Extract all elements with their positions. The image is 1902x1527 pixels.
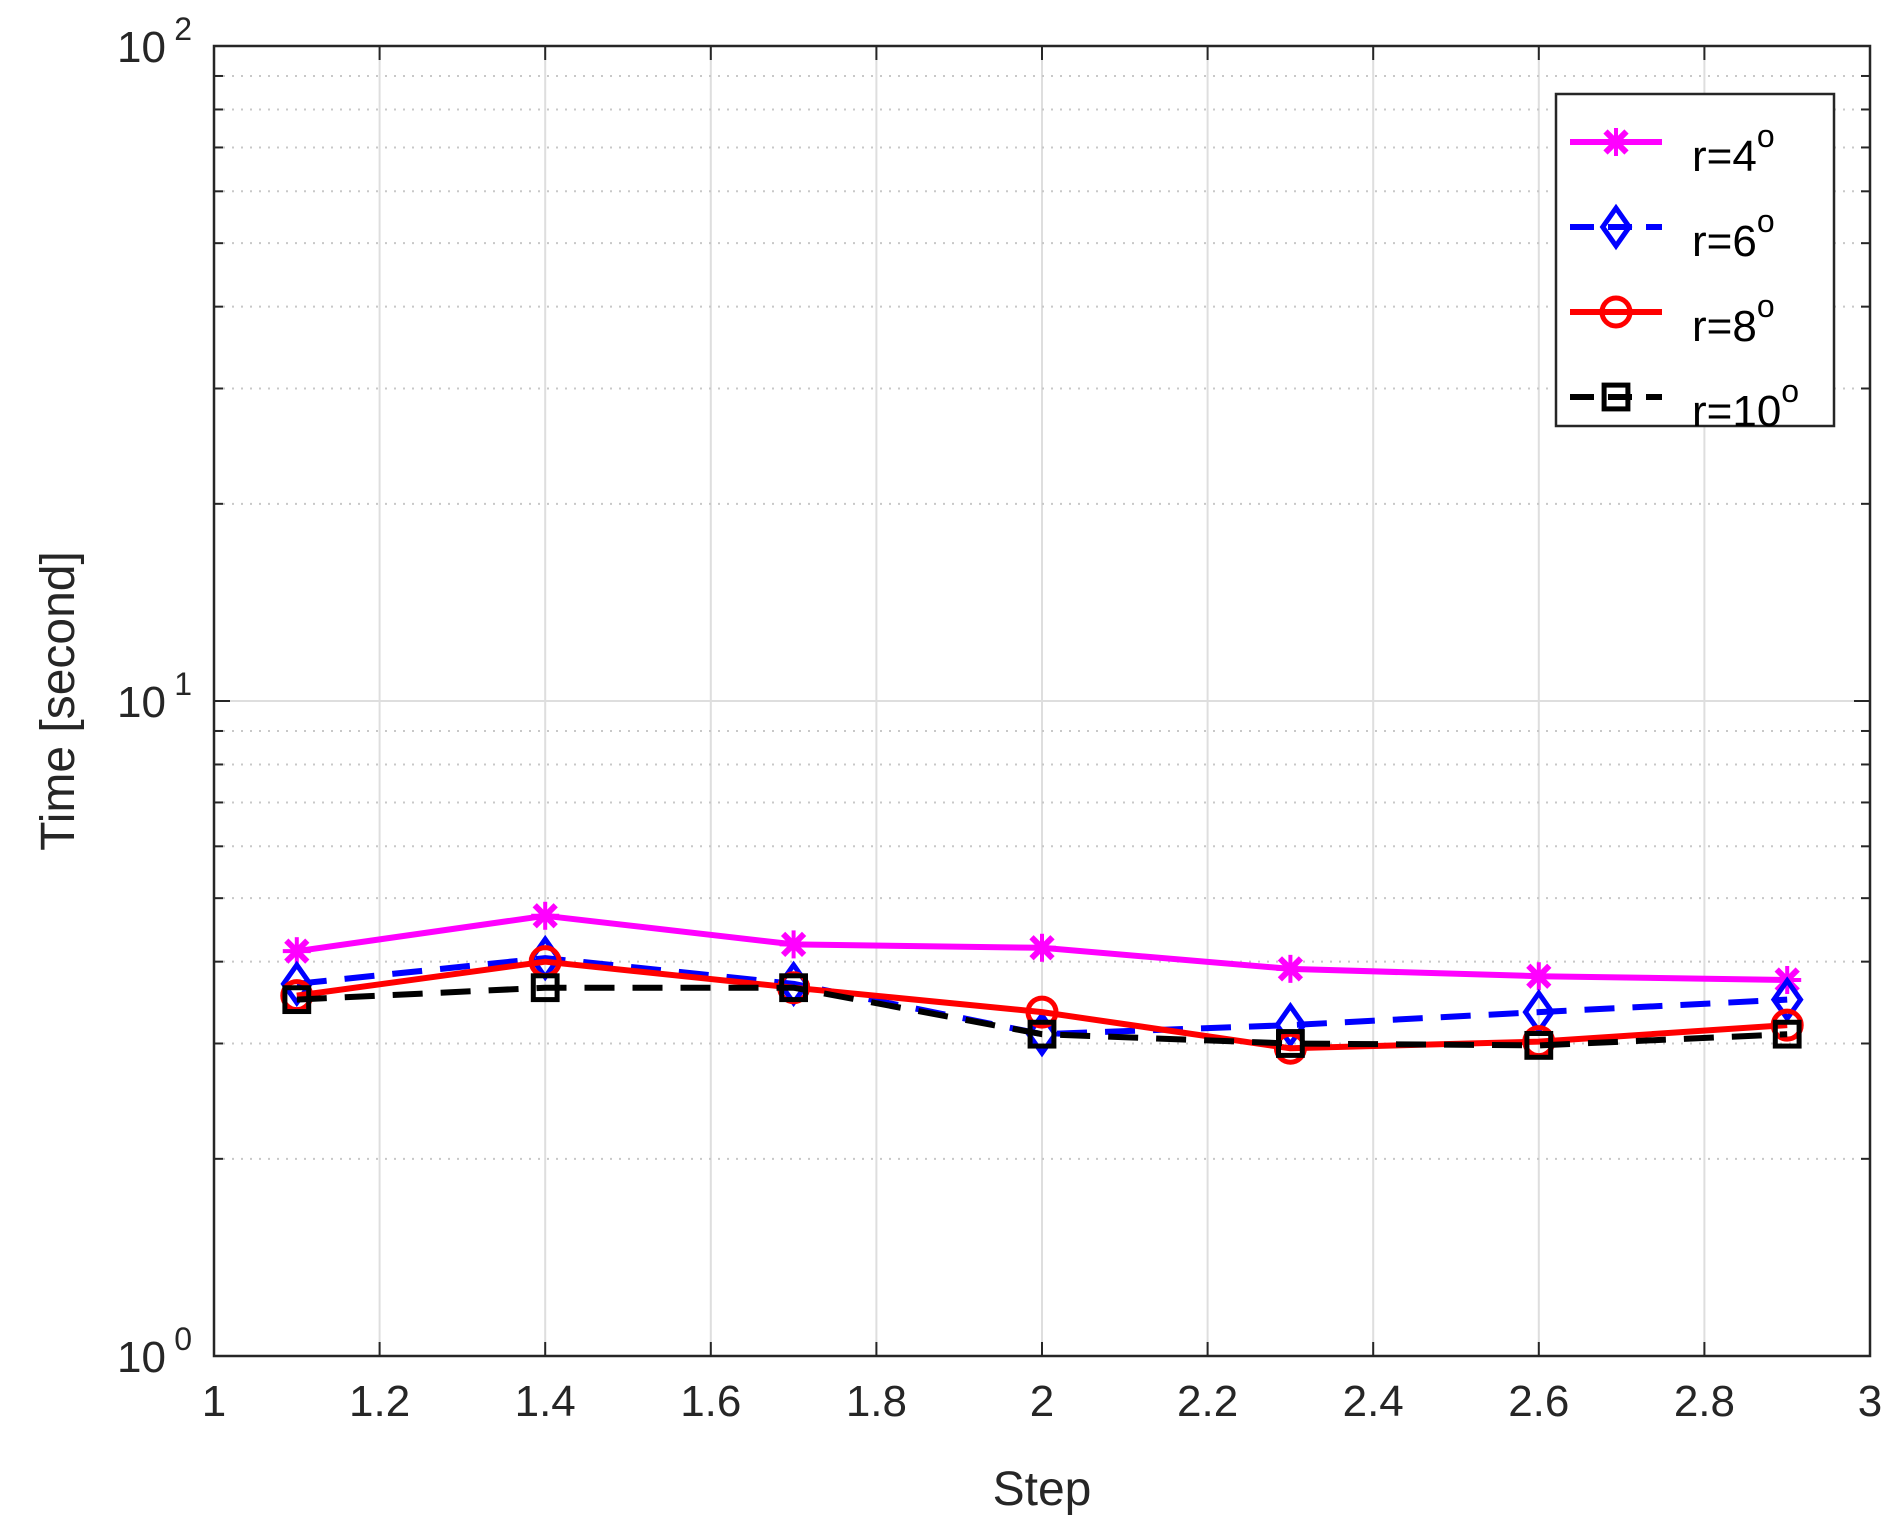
square-marker — [1027, 1019, 1057, 1049]
x-tick-label: 1.2 — [349, 1377, 410, 1426]
x-tick-label: 1.6 — [680, 1377, 741, 1426]
series-line-1 — [296, 955, 1788, 1038]
x-marker — [1524, 962, 1553, 991]
y-tick-base: 10 — [117, 678, 166, 727]
diamond-marker — [1770, 976, 1804, 1023]
legend-label-name: r=6 — [1692, 217, 1757, 266]
legend-label-sup: o — [1781, 373, 1799, 409]
x-marker — [282, 937, 311, 966]
y-tick-label: 10 0 — [117, 1321, 192, 1382]
x-axis-title: Step — [993, 1463, 1092, 1516]
x-tick-label: 1.8 — [846, 1377, 907, 1426]
legend: r=4or=6or=8or=10o — [1554, 92, 1836, 436]
x-tick-label: 2.2 — [1177, 1377, 1238, 1426]
y-axis-title: Time [second] — [32, 551, 85, 851]
legend-label-0: r=4o — [1692, 118, 1775, 181]
y-tick-base: 10 — [117, 23, 166, 72]
square-marker — [1772, 1019, 1802, 1049]
square-marker — [779, 973, 809, 1003]
x-tick-label: 1 — [202, 1377, 226, 1426]
circle-marker — [1025, 995, 1059, 1029]
legend-label-name: r=4 — [1692, 132, 1757, 181]
x-marker — [779, 930, 808, 959]
x-tick-label: 3 — [1858, 1377, 1882, 1426]
x-marker — [1028, 933, 1056, 962]
square-marker — [1524, 1030, 1554, 1060]
x-marker — [531, 901, 560, 930]
y-tick-exponent: 0 — [174, 1321, 192, 1357]
x-tick-label: 2.4 — [1343, 1377, 1404, 1426]
diamond-marker — [1274, 1001, 1307, 1049]
series-line-3 — [296, 984, 1788, 1049]
square-marker — [530, 973, 560, 1003]
x-marker — [1602, 128, 1630, 156]
y-tick-base: 10 — [117, 1333, 166, 1382]
circle-marker — [1599, 295, 1633, 329]
x-tick-label: 2 — [1030, 1377, 1054, 1426]
y-tick-exponent: 1 — [174, 666, 192, 702]
legend-label-sup: o — [1757, 203, 1775, 239]
diamond-marker — [1599, 203, 1633, 251]
y-tick-label: 10 2 — [117, 11, 192, 72]
square-marker — [1601, 382, 1631, 412]
legend-label-sup: o — [1757, 118, 1775, 154]
square-marker — [282, 985, 312, 1015]
x-marker — [1276, 954, 1305, 983]
legend-label-name: r=8 — [1692, 302, 1757, 351]
y-tick-label: 10 1 — [117, 666, 192, 727]
legend-label-name: r=10 — [1692, 387, 1781, 436]
y-tick-exponent: 2 — [174, 11, 192, 47]
series-group — [280, 901, 1804, 1065]
legend-label-2: r=8o — [1692, 288, 1775, 351]
square-marker — [1276, 1029, 1305, 1058]
x-tick-label: 2.6 — [1508, 1377, 1569, 1426]
x-tick-label: 2.8 — [1674, 1377, 1735, 1426]
diamond-marker — [1025, 1010, 1059, 1058]
legend-label-sup: o — [1757, 288, 1775, 324]
series-line-2 — [296, 958, 1788, 1052]
diamond-marker — [280, 960, 314, 1008]
legend-box — [1554, 92, 1836, 428]
x-tick-label: 1.4 — [515, 1377, 576, 1426]
legend-label-1: r=6o — [1692, 203, 1775, 266]
legend-label-3: r=10o — [1692, 373, 1799, 436]
